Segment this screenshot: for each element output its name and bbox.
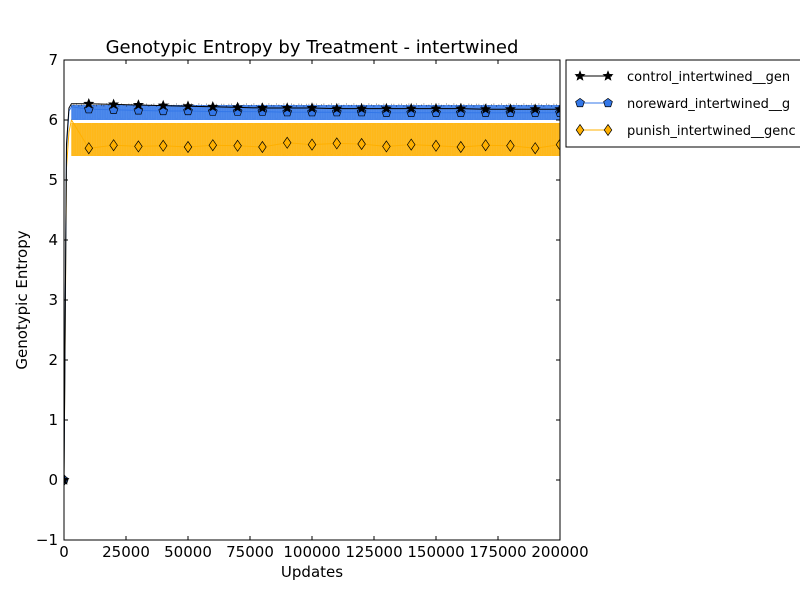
data-point-2-7 xyxy=(158,139,168,152)
data-point-2-17 xyxy=(406,138,416,151)
legend-marker-left-1 xyxy=(575,97,585,108)
series-line-0 xyxy=(64,103,560,481)
data-point-0-20 xyxy=(480,103,492,114)
data-point-0-22 xyxy=(529,103,541,114)
y-tick-label-8: 7 xyxy=(48,51,58,69)
data-point-2-19 xyxy=(456,140,466,154)
data-point-0-4 xyxy=(83,97,95,109)
x-tick-label-2: 50000 xyxy=(164,543,212,561)
data-point-2-11 xyxy=(258,140,267,154)
axes: 0 25000 50000 75000 100000 125000 150000 175000… xyxy=(36,51,589,561)
x-tick-label-7: 175000 xyxy=(469,543,526,561)
data-point-0-10 xyxy=(232,101,244,113)
x-tick-label-0: 0 xyxy=(59,543,69,561)
data-point-2-23 xyxy=(555,138,560,151)
series-line-2 xyxy=(64,118,560,481)
series-1 xyxy=(64,104,560,485)
x-tick-label-3: 75000 xyxy=(226,543,274,561)
data-point-0-15 xyxy=(356,102,368,114)
data-point-0-17 xyxy=(405,102,417,114)
data-point-0-7 xyxy=(157,99,169,111)
y-tick-label-5: 4 xyxy=(48,231,58,249)
data-point-2-22 xyxy=(530,142,540,155)
x-tick-label-4: 100000 xyxy=(283,543,340,561)
plot-area xyxy=(64,97,560,487)
data-point-2-12 xyxy=(282,136,292,149)
legend-marker-right-1 xyxy=(603,97,613,108)
data-point-2-6 xyxy=(134,140,143,153)
data-point-2-18 xyxy=(431,139,441,152)
data-point-0-23 xyxy=(554,103,560,114)
data-point-2-5 xyxy=(109,139,118,152)
data-point-2-8 xyxy=(183,140,193,154)
y-tick-label-3: 2 xyxy=(48,351,58,369)
data-point-0-16 xyxy=(380,102,392,114)
legend-marker-left-0 xyxy=(574,70,586,81)
data-point-2-10 xyxy=(233,139,242,152)
data-point-0-19 xyxy=(455,102,467,114)
legend-marker-right-2 xyxy=(603,123,613,137)
y-tick-label-0: −1 xyxy=(36,531,58,549)
data-point-2-9 xyxy=(208,139,218,152)
legend-marker-right-0 xyxy=(602,70,614,81)
y-axis-title: Genotypic Entropy xyxy=(13,230,31,369)
series-2 xyxy=(64,118,560,487)
x-tick-label-8: 200000 xyxy=(531,543,588,561)
data-point-0-13 xyxy=(306,102,318,113)
series-band-2 xyxy=(71,123,560,156)
x-tick-label-6: 150000 xyxy=(407,543,464,561)
data-point-0-18 xyxy=(430,102,442,114)
y-tick-label-7: 6 xyxy=(48,111,58,129)
data-point-0-14 xyxy=(331,102,343,114)
data-point-0-11 xyxy=(256,102,268,113)
y-tick-label-6: 5 xyxy=(48,171,58,189)
data-point-2-14 xyxy=(332,137,342,150)
series-line-1 xyxy=(64,106,560,481)
data-point-2-16 xyxy=(382,140,391,153)
data-point-0-12 xyxy=(281,102,293,113)
chart-title: Genotypic Entropy by Treatment - intertw… xyxy=(106,37,519,58)
data-point-0-5 xyxy=(108,98,120,110)
y-tick-label-2: 1 xyxy=(48,411,58,429)
data-point-2-15 xyxy=(357,137,366,151)
x-tick-label-1: 25000 xyxy=(102,543,150,561)
series-0 xyxy=(64,97,560,485)
legend-marker-left-2 xyxy=(575,123,585,137)
x-tick-label-5: 125000 xyxy=(345,543,402,561)
data-point-2-20 xyxy=(481,139,490,152)
y-tick-label-4: 3 xyxy=(48,291,58,309)
legend-label-1: noreward_intertwined__g xyxy=(627,97,790,112)
y-tick-label-1: 0 xyxy=(48,471,58,489)
legend: control_intertwined__gen noreward_intertw… xyxy=(565,59,800,148)
data-point-2-21 xyxy=(506,139,515,152)
legend-label-2: punish_intertwined__genc xyxy=(627,124,796,139)
data-point-2-4 xyxy=(84,142,94,155)
data-point-0-21 xyxy=(504,103,516,114)
data-point-0-8 xyxy=(182,100,194,111)
data-point-0-6 xyxy=(132,99,144,110)
legend-label-0: control_intertwined__gen xyxy=(627,70,790,85)
x-axis-title: Updates xyxy=(281,563,343,581)
data-point-0-9 xyxy=(207,100,219,112)
data-point-2-13 xyxy=(307,138,317,151)
series-group xyxy=(64,97,560,487)
